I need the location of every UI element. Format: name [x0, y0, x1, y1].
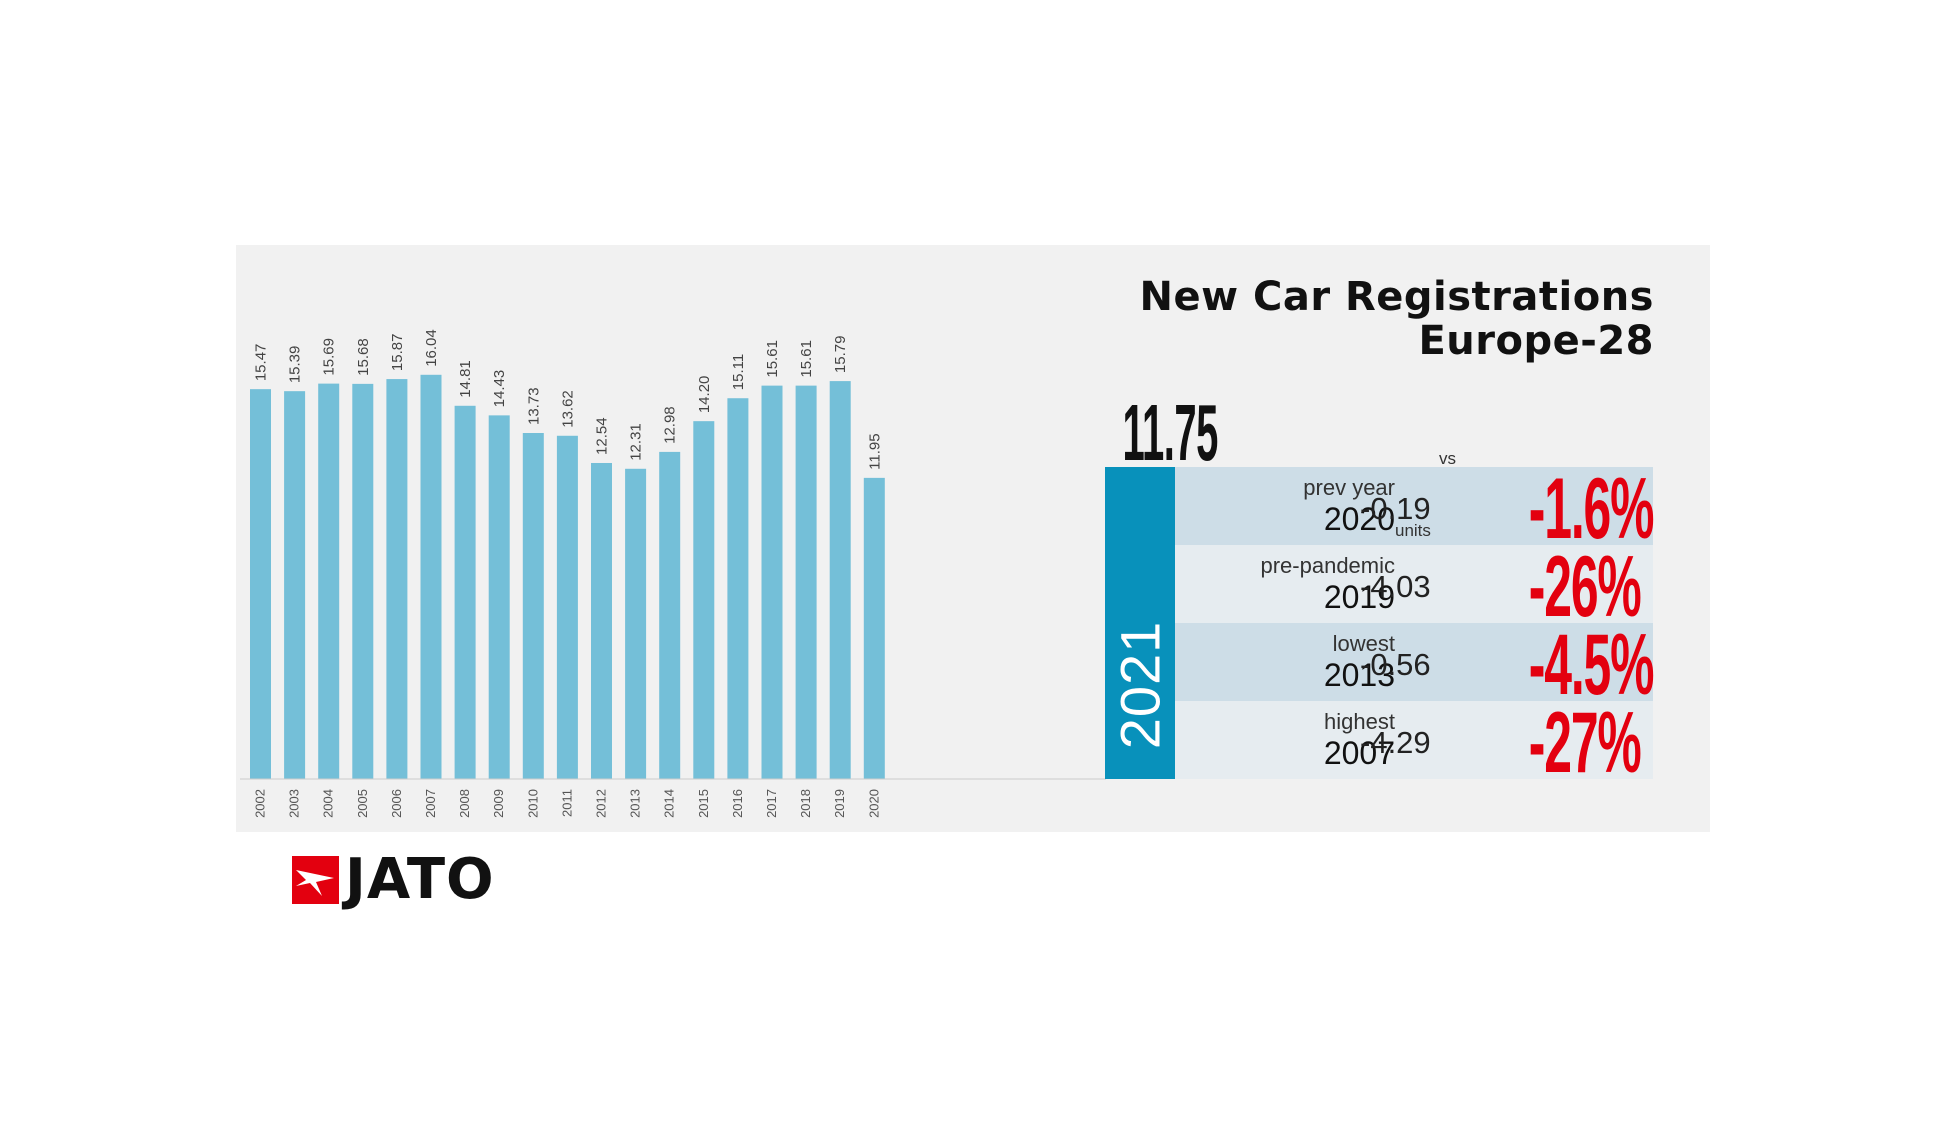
- comparison-row-lowest: lowest 2013 -0.56 -4.5%: [1175, 617, 1655, 713]
- chart-panel: in million units15.47200215.39200315.692…: [236, 245, 1710, 832]
- bar: [659, 451, 681, 779]
- comparison-year: 2020: [1323, 501, 1395, 537]
- bar: [693, 421, 715, 779]
- bar: [795, 385, 817, 779]
- x-tick-label: 2016: [730, 789, 745, 818]
- comparison-row-highest: highest 2007 -4.29 -27%: [1175, 695, 1653, 791]
- comparison-percent: -4.5%: [1528, 617, 1655, 713]
- bar-value-label: 12.31: [628, 423, 645, 461]
- bar: [420, 374, 442, 779]
- bar-value-label: 12.54: [594, 417, 611, 455]
- x-tick-label: 2017: [764, 789, 779, 818]
- bar-value-label: 14.43: [491, 370, 508, 408]
- bar-value-label: 15.69: [321, 338, 338, 376]
- bar: [250, 389, 271, 779]
- comparison-row-prev-year: prev year 2020 -0.19 units -1.6%: [1175, 461, 1655, 557]
- bar-value-label: 15.61: [798, 340, 815, 378]
- comparison-percent: -27%: [1528, 695, 1642, 791]
- bar-value-label: 15.68: [355, 338, 372, 376]
- comparison-percent: -26%: [1528, 539, 1642, 635]
- bar-value-label: 15.47: [253, 344, 270, 382]
- bar-value-label: 15.39: [287, 346, 304, 384]
- bar: [556, 435, 578, 779]
- x-tick-label: 2005: [355, 789, 370, 818]
- x-tick-label: 2010: [525, 789, 540, 818]
- bar: [522, 433, 544, 779]
- comparison-label: lowest: [1332, 631, 1395, 656]
- x-tick-label: 2018: [798, 789, 813, 818]
- x-tick-label: 2020: [866, 789, 881, 818]
- latest-bar-2021: [1105, 467, 1175, 779]
- x-tick-label: 2008: [457, 789, 472, 818]
- bar: [625, 468, 647, 779]
- x-tick-label: 2014: [662, 789, 677, 818]
- comparison-diff: -4.29: [1360, 725, 1431, 760]
- x-tick-label: 2007: [423, 789, 438, 818]
- bar: [829, 381, 851, 779]
- bar: [318, 383, 340, 779]
- comparison-diff: -0.56: [1360, 647, 1431, 682]
- bar: [727, 398, 749, 779]
- comparison-diff: -0.19: [1360, 491, 1431, 526]
- x-tick-label: 2012: [594, 789, 609, 818]
- vs-label: vs: [1439, 449, 1456, 468]
- bar-chart: in million units15.47200215.39200315.692…: [240, 329, 1106, 818]
- x-tick-label: 2015: [696, 789, 711, 818]
- bar: [591, 462, 612, 779]
- x-tick-label: 2002: [253, 789, 268, 818]
- comparison-label: pre-pandemic: [1260, 553, 1395, 578]
- bar-value-label: 14.20: [696, 376, 713, 414]
- bar-value-label: 15.79: [832, 336, 849, 374]
- bar-value-label: 14.81: [457, 360, 474, 398]
- x-tick-label: 2019: [832, 789, 847, 818]
- x-tick-label: 2006: [389, 789, 404, 818]
- bar-value-label: 15.61: [764, 340, 781, 378]
- chart-subtitle: Europe-28: [1418, 318, 1654, 364]
- comparison-diff: -4.03: [1360, 569, 1431, 604]
- comparison-row-pre-pandemic: pre-pandemic 2019 -4.03 -26%: [1175, 539, 1653, 635]
- bar-value-label: 15.87: [389, 334, 406, 372]
- bar-value-label: 13.62: [559, 390, 576, 428]
- units-label: units: [1395, 521, 1431, 540]
- bar: [386, 379, 408, 779]
- bar: [454, 405, 476, 779]
- bar-value-label: 11.95: [866, 433, 883, 469]
- x-tick-label: 2004: [321, 789, 336, 818]
- x-tick-label: 2013: [628, 789, 643, 818]
- x-tick-label: 2003: [287, 789, 302, 818]
- bar-value-label: 12.98: [662, 406, 679, 444]
- comparison-year: 2013: [1323, 657, 1395, 693]
- comparison-year: 2007: [1323, 735, 1395, 771]
- comparison-percent: -1.6%: [1528, 461, 1655, 557]
- comparison-label: prev year: [1303, 475, 1395, 500]
- jato-logo-icon: [292, 856, 339, 904]
- comparison-year: 2019: [1323, 579, 1395, 615]
- bar: [863, 477, 885, 779]
- bar: [284, 391, 306, 779]
- bar-value-label: 16.04: [423, 329, 440, 367]
- bar: [488, 415, 510, 779]
- chart-title: New Car Registrations: [1139, 274, 1654, 320]
- jato-logo: JATO: [292, 847, 532, 912]
- bar-value-label: 15.11: [730, 354, 747, 390]
- comparison-label: highest: [1324, 709, 1395, 734]
- bar-value-label: 13.73: [525, 387, 542, 425]
- latest-value-label: 11.75: [1122, 388, 1219, 477]
- jato-logo-text: JATO: [345, 847, 495, 912]
- x-tick-label: 2011: [559, 789, 574, 817]
- latest-year-label: 2021: [1108, 620, 1172, 750]
- x-tick-label: 2009: [491, 789, 506, 818]
- bar: [761, 385, 783, 779]
- bar: [352, 383, 374, 779]
